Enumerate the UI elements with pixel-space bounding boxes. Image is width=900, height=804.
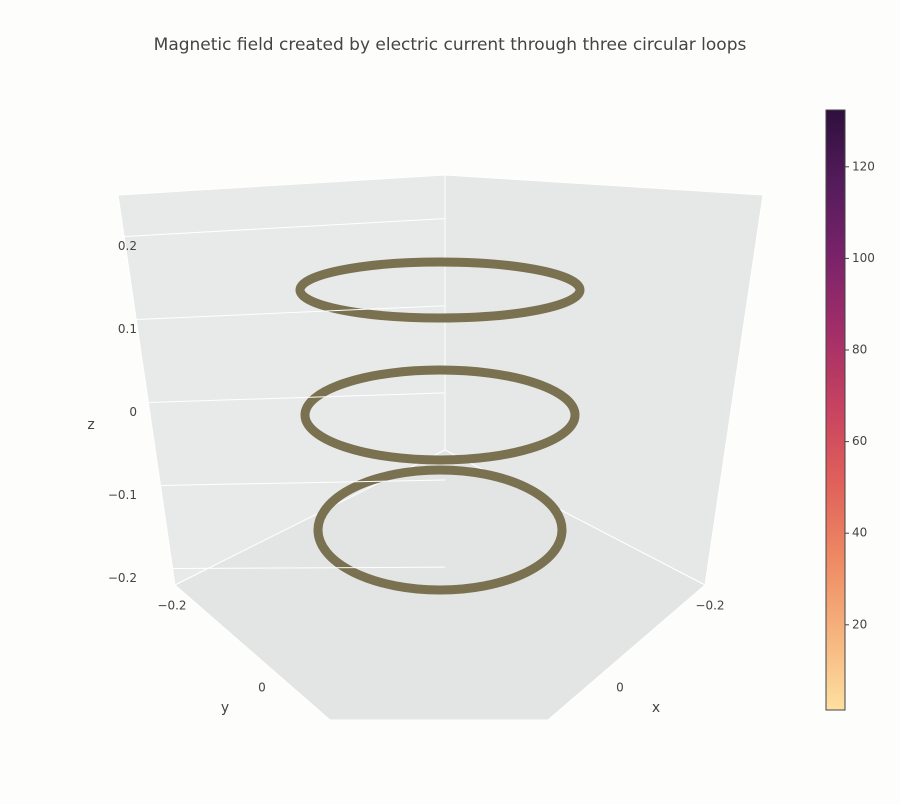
x-tick-label: −0.2: [695, 599, 724, 613]
z-tick-label: −0.2: [108, 571, 137, 585]
colorbar-tick-label: 120: [852, 159, 875, 173]
colorbar: [825, 109, 846, 711]
colorbar-tick-label: 100: [852, 251, 875, 265]
y-axis-title: y: [221, 700, 229, 716]
grid-line: [136, 305, 446, 320]
grid-line: [124, 218, 446, 237]
colorbar-tick-label: 40: [852, 526, 867, 540]
y-tick-label: −0.2: [157, 599, 186, 613]
y-tick-label: 0: [258, 681, 266, 695]
scene: [117, 174, 764, 721]
z-tick-label: 0: [129, 405, 137, 419]
grid-line: [148, 392, 446, 403]
chart-title: Magnetic field created by electric curre…: [154, 35, 747, 55]
colorbar-tick-label: 80: [852, 343, 867, 357]
x-axis-title: x: [652, 700, 660, 716]
z-tick-label: 0.2: [118, 239, 137, 253]
colorbar-tick-label: 60: [852, 434, 867, 448]
loop: [313, 465, 567, 595]
loop: [300, 365, 580, 465]
z-axis-title: z: [87, 417, 94, 433]
grid-line: [160, 479, 446, 486]
z-tick-label: 0.1: [118, 322, 137, 336]
z-tick-label: −0.1: [108, 488, 137, 502]
colorbar-tick-label: 20: [852, 617, 867, 631]
grid-line: [172, 566, 446, 569]
loop: [295, 257, 585, 323]
x-tick-label: 0: [616, 681, 624, 695]
